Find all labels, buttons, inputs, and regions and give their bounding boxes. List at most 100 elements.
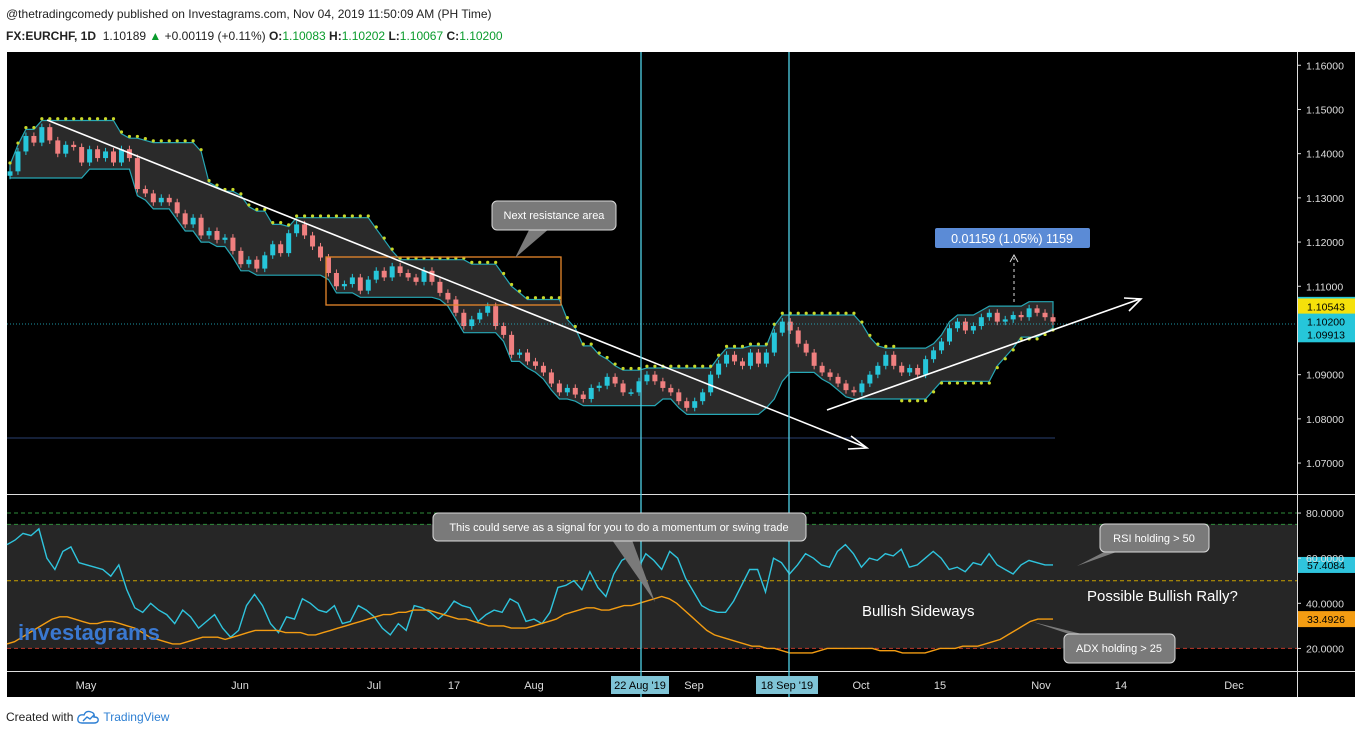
low-value: 1.10067	[399, 29, 444, 43]
candle-body	[333, 273, 339, 287]
candle-body	[923, 359, 929, 375]
candle	[700, 388, 706, 405]
psar-dot	[271, 221, 275, 225]
psar-dot	[342, 214, 346, 218]
up-arrow-icon: ▲	[149, 29, 162, 43]
callout-rsi: RSI holding > 50	[1077, 523, 1210, 566]
price-axis-bg	[1297, 52, 1355, 697]
candle-body	[262, 255, 268, 269]
candle-body	[668, 387, 674, 393]
time-tick-label: Nov	[1031, 680, 1051, 692]
candle-body	[851, 390, 857, 393]
psar-dot	[621, 366, 625, 371]
candle-body	[31, 135, 37, 143]
candle-body	[755, 352, 761, 364]
candle	[1034, 304, 1040, 317]
psar-dot	[287, 223, 291, 227]
series-last-label: 57.4084	[1307, 560, 1345, 572]
candle-body	[1002, 319, 1008, 322]
psar-dot	[231, 187, 235, 192]
candle-body	[907, 368, 913, 373]
candle-body	[270, 244, 276, 256]
candle	[946, 324, 952, 346]
candle	[1050, 313, 1056, 326]
close-value: 1.10200	[459, 29, 503, 43]
psar-dot	[597, 351, 601, 355]
candle-body	[700, 392, 706, 402]
created-with-text: Created with	[6, 710, 74, 724]
candle-body	[23, 135, 29, 152]
psar-dot	[979, 381, 983, 385]
candle	[413, 273, 419, 286]
date-marker-bg-1	[611, 676, 669, 694]
candle	[867, 371, 873, 388]
psar-dot	[1011, 348, 1015, 352]
callout-next-resistance: Next resistance area	[491, 200, 617, 258]
candle-body	[325, 257, 331, 273]
psar-dot	[167, 139, 171, 143]
candle-body	[15, 151, 21, 172]
candle-body	[795, 330, 801, 344]
main-pane[interactable]	[7, 52, 1297, 494]
candle	[986, 309, 992, 321]
price-tick-label: 1.11000	[1306, 281, 1343, 293]
psar-dot	[48, 117, 52, 121]
price-tag-bg	[1298, 298, 1355, 315]
psar-dot	[581, 342, 585, 346]
candle	[206, 227, 212, 239]
candle	[286, 229, 292, 257]
candle	[811, 349, 817, 370]
candle-body	[47, 127, 53, 141]
candle	[564, 384, 570, 396]
candle	[357, 273, 363, 295]
price-tick-label: 1.07000	[1306, 458, 1344, 470]
psar-dot	[796, 311, 800, 315]
candle-body	[1042, 312, 1048, 318]
candle-body	[763, 352, 769, 364]
psar-dot	[709, 364, 713, 368]
psar-dot	[151, 139, 155, 143]
psar-dot	[326, 214, 331, 218]
price-tag-label: 1.09913	[1307, 329, 1345, 341]
candle	[517, 349, 523, 359]
candle-body	[572, 387, 578, 395]
candle	[548, 368, 554, 388]
tradingview-brand[interactable]: TradingView	[103, 710, 170, 724]
candle-body	[453, 299, 459, 313]
psar-dot	[844, 311, 848, 315]
candle	[1042, 309, 1048, 321]
close-label: C:	[446, 29, 460, 43]
psar-dot	[836, 311, 840, 315]
candle-body	[899, 365, 905, 373]
candle	[596, 382, 602, 392]
candle	[254, 256, 260, 273]
time-tick-label: Aug	[524, 680, 544, 692]
time-tick-label: 17	[448, 680, 460, 692]
candle-body	[95, 149, 101, 159]
candle-body	[134, 158, 140, 190]
psar-dot	[470, 260, 474, 264]
psar-dot	[669, 364, 673, 368]
candle-body	[7, 171, 13, 176]
psar-dot	[987, 381, 991, 385]
candle	[461, 309, 467, 330]
psar-dot	[350, 214, 354, 218]
candle	[55, 136, 61, 158]
candle-body	[373, 270, 379, 280]
candle-body	[87, 149, 93, 163]
candle-body	[310, 235, 316, 247]
psar-dot	[892, 344, 896, 348]
candle-body	[652, 374, 658, 382]
psar-dot	[478, 260, 482, 264]
candle	[572, 384, 578, 399]
psar-dot	[295, 214, 299, 218]
psar-dot	[175, 139, 179, 143]
callout-signal: This could serve as a signal for you to …	[432, 512, 807, 602]
candle-body	[397, 266, 403, 273]
psar-dot	[334, 214, 339, 218]
price-tick-label: 1.12000	[1306, 237, 1344, 249]
candle	[63, 141, 69, 158]
psar-dot	[772, 322, 776, 326]
price-tick-label: 1.08000	[1306, 414, 1344, 426]
